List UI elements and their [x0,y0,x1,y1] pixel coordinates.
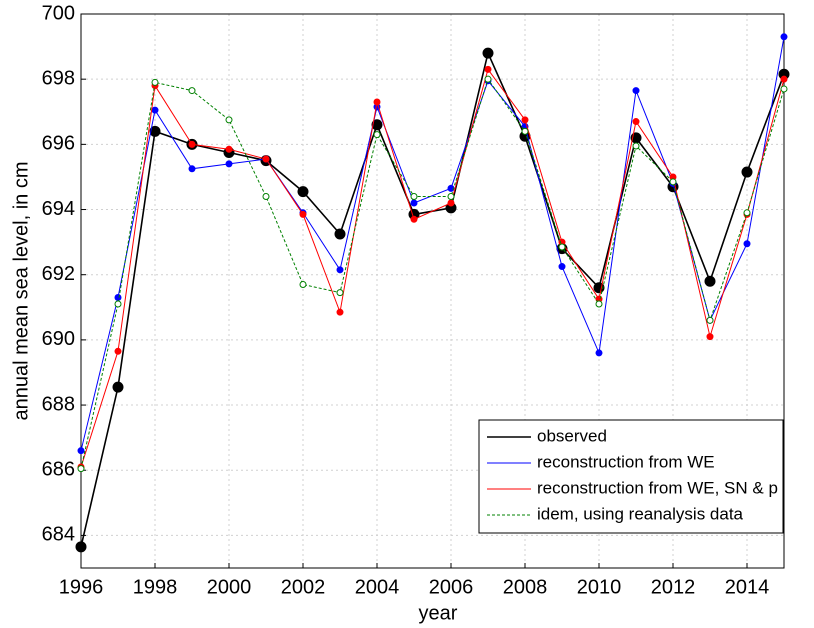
y-tick-label: 686 [42,459,75,481]
x-tick-label: 2008 [503,576,548,598]
data-point [780,33,788,41]
data-point [225,145,233,153]
data-point [114,347,122,355]
data-point [410,192,418,200]
data-point [77,447,85,455]
x-axis-label: year [419,602,458,624]
y-tick-label: 690 [42,328,75,350]
data-point [297,186,309,198]
data-point [484,75,492,83]
data-point [410,199,418,207]
x-tick-label: 2004 [355,576,400,598]
data-point [336,308,344,316]
data-point [262,192,270,200]
data-point [521,116,529,124]
data-point [780,85,788,93]
data-point [114,300,122,308]
legend-label: observed [537,426,607,445]
y-tick-label: 696 [42,133,75,155]
x-tick-label: 1998 [133,576,178,598]
data-point [632,87,640,95]
series-line [80,36,785,451]
legend-box [478,419,784,534]
legend-label: idem, using reanalysis data [537,504,744,523]
data-point [704,275,716,287]
y-tick-label: 698 [42,67,75,89]
data-point [410,215,418,223]
data-point [669,178,677,186]
x-tick-label: 2002 [281,576,326,598]
data-point [75,541,87,553]
data-point [521,127,529,135]
data-point [558,263,566,271]
data-point [595,300,603,308]
data-point [780,75,788,83]
data-point [188,87,196,95]
data-point [447,199,455,207]
data-point [482,47,494,59]
y-tick-label: 700 [42,2,75,24]
data-point [632,118,640,126]
data-point [741,166,753,178]
data-point [188,140,196,148]
series-line [80,78,785,469]
data-point [225,116,233,124]
data-point [706,316,714,324]
data-point [336,289,344,297]
data-point [151,78,159,86]
x-tick-label: 2012 [651,576,696,598]
y-tick-label: 694 [42,198,75,220]
x-tick-label: 2010 [577,576,622,598]
data-point [114,294,122,302]
legend-label: reconstruction from WE [537,452,715,471]
data-point [706,333,714,341]
data-point [336,266,344,274]
data-point [299,210,307,218]
legend-label: reconstruction from WE, SN & p [537,478,778,497]
data-point [188,165,196,173]
data-point [151,106,159,114]
x-tick-label: 1996 [59,576,104,598]
data-point [484,65,492,73]
y-tick-label: 684 [42,524,75,546]
data-point [743,209,751,217]
data-point [299,280,307,288]
data-point [373,131,381,139]
data-point [447,192,455,200]
data-point [558,243,566,251]
data-point [632,142,640,150]
plot-frame [80,13,785,569]
x-tick-label: 2014 [725,576,770,598]
y-axis-label: annual mean sea level, in cm [10,161,32,420]
data-point [77,465,85,473]
data-point [743,240,751,248]
data-point [262,155,270,163]
data-point [149,125,161,137]
data-point [371,119,383,131]
x-tick-label: 2006 [429,576,474,598]
data-point [225,160,233,168]
data-point [112,381,124,393]
y-tick-label: 692 [42,263,75,285]
data-point [373,98,381,106]
y-tick-label: 688 [42,393,75,415]
series-line [80,68,785,468]
x-tick-label: 2000 [207,576,252,598]
data-point [334,228,346,240]
legend: observed reconstruction from WE reconstruc… [478,419,784,534]
data-point [595,349,603,357]
